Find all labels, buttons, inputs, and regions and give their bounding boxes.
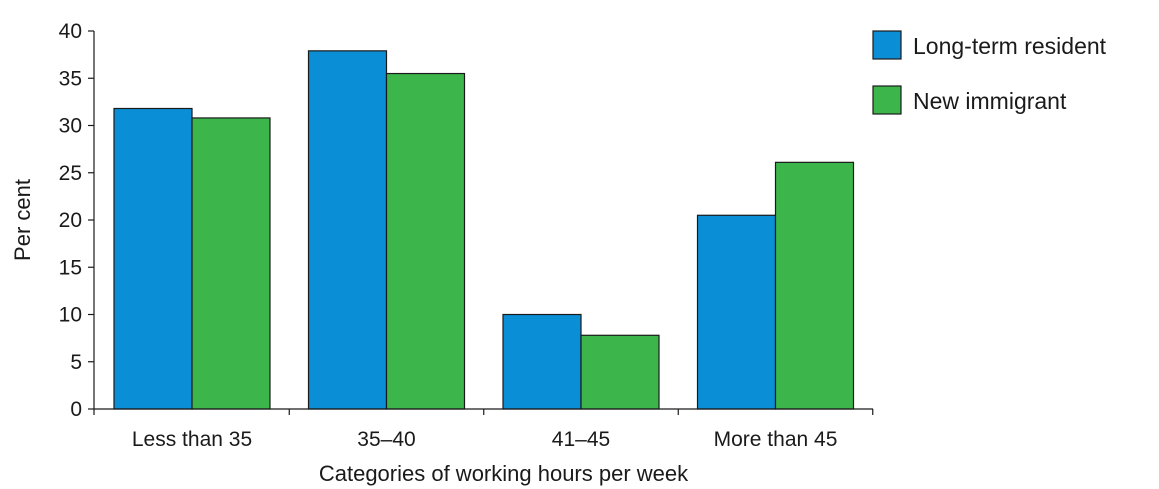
legend-swatch-new-immigrant: [872, 85, 902, 115]
bar-new-immigrant-0: [191, 117, 271, 410]
legend-label-new-immigrant: New immigrant: [913, 88, 1067, 114]
x-tick-label: 41–45: [552, 428, 610, 451]
bar-new-immigrant-2: [580, 334, 660, 410]
x-ticks-group: Less than 35 35–40 41–45 More than 45: [93, 409, 874, 451]
legend-swatch-long-term-resident: [872, 30, 902, 60]
bar-new-immigrant-1: [385, 72, 466, 410]
y-tick-label: 20: [59, 209, 82, 232]
y-tick-label: 25: [59, 162, 82, 185]
y-tick-label: 30: [59, 115, 82, 138]
y-tick-label: 5: [70, 351, 82, 374]
legend: Long-term resident New immigrant: [872, 30, 1107, 115]
x-tick-label: More than 45: [714, 428, 838, 451]
bar-long-term-resident-1: [307, 50, 388, 410]
x-tick-label: 35–40: [357, 428, 415, 451]
bar-long-term-resident-2: [502, 313, 582, 410]
y-tick-label: 35: [59, 67, 82, 90]
y-tick-label: 10: [59, 304, 82, 327]
bars-group: [113, 50, 855, 410]
y-ticks-group: 0 5 10 15 20 25 30 35 40: [59, 20, 94, 421]
x-tick-label: Less than 35: [132, 428, 252, 451]
legend-label-long-term-resident: Long-term resident: [913, 33, 1107, 59]
x-axis-title: Categories of working hours per week: [319, 461, 689, 486]
y-tick-label: 15: [59, 256, 82, 279]
bar-long-term-resident-0: [113, 107, 193, 410]
bar-new-immigrant-3: [774, 161, 855, 410]
y-tick-label: 40: [59, 20, 82, 43]
y-tick-label: 0: [70, 398, 82, 421]
y-axis-title: Per cent: [10, 179, 35, 261]
bar-long-term-resident-3: [696, 214, 777, 410]
